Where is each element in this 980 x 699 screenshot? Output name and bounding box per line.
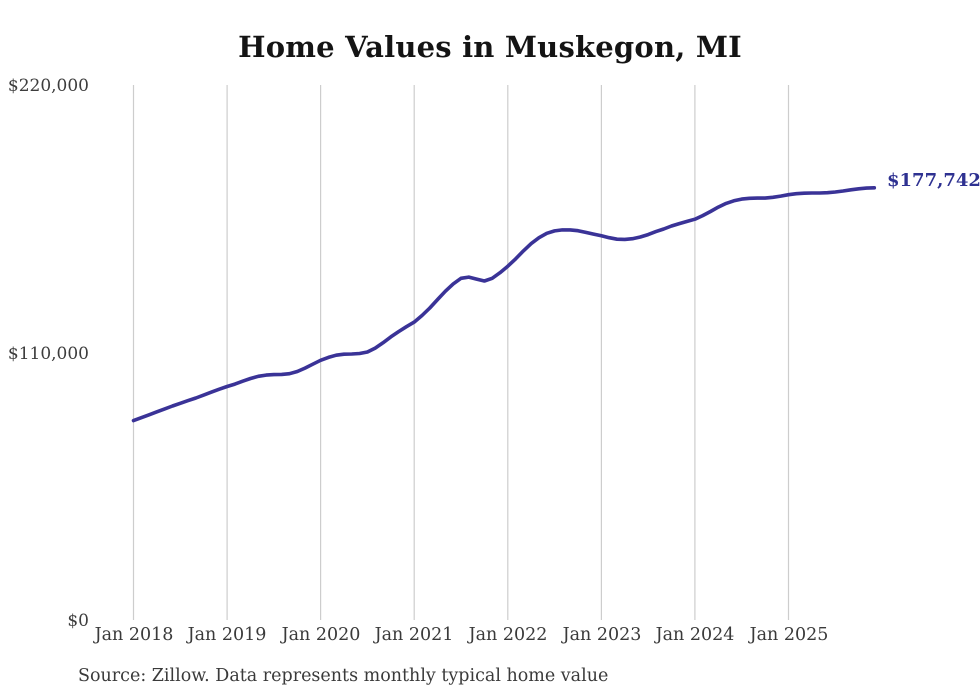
x-tick-jan-2025: Jan 2025 [749,625,829,645]
x-tick-jan-2020: Jan 2020 [281,625,361,645]
x-tick-jan-2019: Jan 2019 [187,625,267,645]
end-value-label: $177,742 [887,170,980,191]
x-tick-jan-2021: Jan 2021 [374,625,454,645]
y-tick-220000: $220,000 [7,76,89,96]
x-tick-jan-2023: Jan 2023 [562,625,642,645]
chart-title: Home Values in Muskegon, MI [238,30,742,64]
x-tick-jan-2022: Jan 2022 [468,625,548,645]
x-tick-jan-2018: Jan 2018 [94,625,174,645]
x-tick-jan-2024: Jan 2024 [655,625,735,645]
y-tick-0: $0 [67,611,89,631]
source-note: Source: Zillow. Data represents monthly … [78,666,609,686]
y-tick-110000: $110,000 [7,344,89,364]
